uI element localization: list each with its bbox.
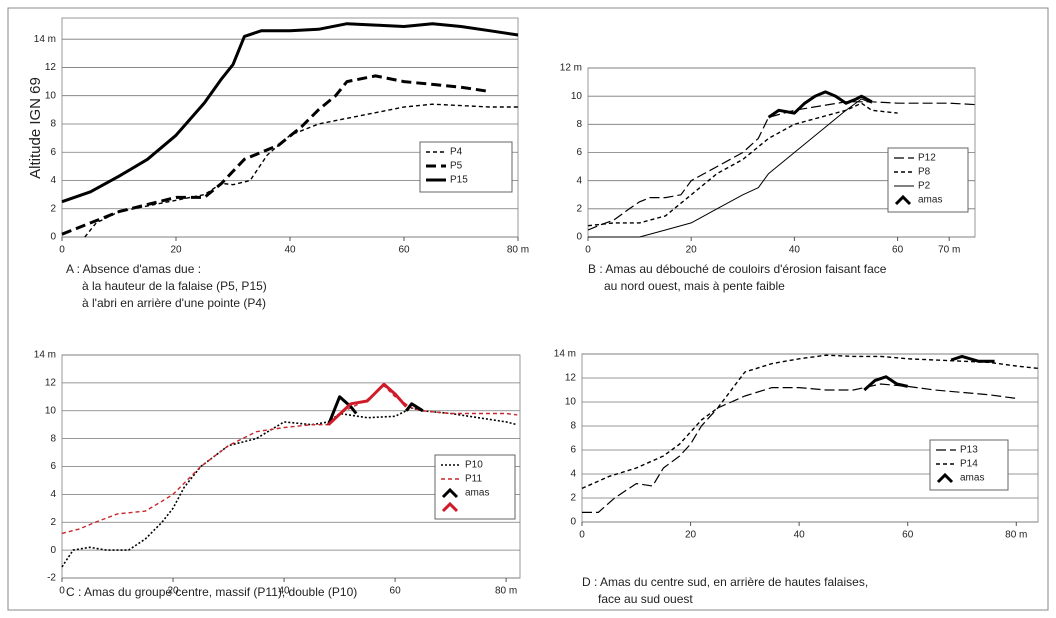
series-line <box>61 407 518 568</box>
x-tick-label: 0 <box>585 245 591 256</box>
y-tick-label: 4 <box>570 469 576 480</box>
caption: au nord ouest, mais à pente faible <box>604 279 785 293</box>
legend-box <box>887 147 969 213</box>
y-tick-label: 2 <box>570 493 576 504</box>
legend-box <box>929 439 1009 491</box>
x-tick-label: 40 <box>794 530 806 541</box>
caption: C : Amas du groupe centre, massif (P11),… <box>66 585 357 599</box>
y-tick-label: 8 <box>50 433 56 444</box>
series-line <box>767 90 873 119</box>
legend-label: P13 <box>960 445 978 456</box>
y-tick-label: 0 <box>570 517 576 528</box>
figure-frame <box>7 7 1049 611</box>
y-tick-label: 6 <box>50 147 56 158</box>
y-tick-label: 8 <box>576 119 582 130</box>
y-tick-label: 2 <box>50 203 56 214</box>
legend-label: P15 <box>450 175 468 186</box>
caption: à l'abri en arrière d'une pointe (P4) <box>82 296 266 310</box>
legend-label: P2 <box>918 181 931 192</box>
caption: A : Absence d'amas due : <box>66 262 201 276</box>
y-tick-label: 10 <box>45 405 57 416</box>
y-tick-label: 4 <box>50 175 56 186</box>
y-tick-label: 6 <box>576 147 582 158</box>
legend-icon <box>894 194 912 206</box>
x-tick-label: 60 <box>892 245 904 256</box>
y-tick-label: 12 <box>45 62 57 73</box>
legend-label: P14 <box>960 459 978 470</box>
legend-label: amas <box>960 473 984 484</box>
y-tick-label: 14 m <box>34 34 56 45</box>
legend-label: amas <box>918 195 942 206</box>
y-tick-label: 12 m <box>560 63 582 74</box>
series-line <box>327 382 408 426</box>
x-tick-label: 60 <box>398 245 410 256</box>
x-tick-label: 70 m <box>938 245 960 256</box>
x-tick-label: 20 <box>167 586 179 597</box>
x-tick-label: 20 <box>685 530 697 541</box>
y-tick-label: 10 <box>565 397 577 408</box>
series-line <box>327 395 424 426</box>
y-tick-label: 6 <box>570 445 576 456</box>
x-tick-label: 80 m <box>495 586 517 597</box>
series-line <box>587 102 898 227</box>
series-line <box>588 98 872 238</box>
legend-label: amas <box>465 488 489 499</box>
legend-box <box>419 141 513 193</box>
series-line <box>587 101 976 231</box>
y-tick-label: 10 <box>45 90 57 101</box>
legend-box <box>434 454 516 520</box>
y-tick-label: 12 <box>45 378 57 389</box>
y-tick-label: 2 <box>576 203 582 214</box>
y-tick-label: 8 <box>570 421 576 432</box>
series-line <box>61 385 518 535</box>
x-tick-label: 0 <box>59 245 65 256</box>
legend-label: P12 <box>918 153 936 164</box>
series-line <box>582 383 1017 513</box>
legend-label: P5 <box>450 161 463 172</box>
y-tick-label: 0 <box>50 545 56 556</box>
y-tick-label: 8 <box>50 119 56 130</box>
legend-label: P8 <box>918 167 931 178</box>
caption: B : Amas au débouché de couloirs d'érosi… <box>588 262 887 276</box>
legend-icon <box>441 487 459 499</box>
y-tick-label: 4 <box>576 175 582 186</box>
y-tick-label: 12 <box>565 373 577 384</box>
legend-icon <box>936 472 954 484</box>
y-tick-label: 6 <box>50 461 56 472</box>
y-tick-label: 2 <box>50 517 56 528</box>
series-line <box>61 74 490 236</box>
legend-icon <box>441 501 459 513</box>
series-line <box>61 22 519 204</box>
caption: à la hauteur de la falaise (P5, P15) <box>82 279 267 293</box>
y-tick-label: 10 <box>571 91 583 102</box>
series-line <box>863 354 995 392</box>
x-tick-label: 0 <box>59 586 65 597</box>
legend-label: P4 <box>450 147 463 158</box>
x-tick-label: 40 <box>278 586 290 597</box>
legend-label: P11 <box>465 474 482 485</box>
x-tick-label: 80 m <box>507 245 529 256</box>
x-tick-label: 40 <box>284 245 296 256</box>
x-tick-label: 60 <box>902 530 914 541</box>
series-line <box>581 354 1039 490</box>
y-tick-label: 0 <box>576 232 582 243</box>
y-tick-label: 4 <box>50 489 56 500</box>
y-tick-label: 0 <box>50 232 56 243</box>
y-tick-label: -2 <box>47 573 56 584</box>
caption: face au sud ouest <box>598 592 693 606</box>
y-tick-label: 14 m <box>554 349 576 360</box>
y-axis-label: Altitude IGN 69 <box>27 77 44 179</box>
y-tick-label: 14 m <box>34 350 56 361</box>
x-tick-label: 80 m <box>1005 530 1027 541</box>
legend-label: P10 <box>465 460 483 471</box>
caption: D : Amas du centre sud, en arrière de ha… <box>582 575 868 589</box>
x-tick-label: 0 <box>579 530 585 541</box>
x-tick-label: 40 <box>789 245 801 256</box>
x-tick-label: 60 <box>390 586 402 597</box>
x-tick-label: 20 <box>686 245 698 256</box>
x-tick-label: 20 <box>170 245 182 256</box>
